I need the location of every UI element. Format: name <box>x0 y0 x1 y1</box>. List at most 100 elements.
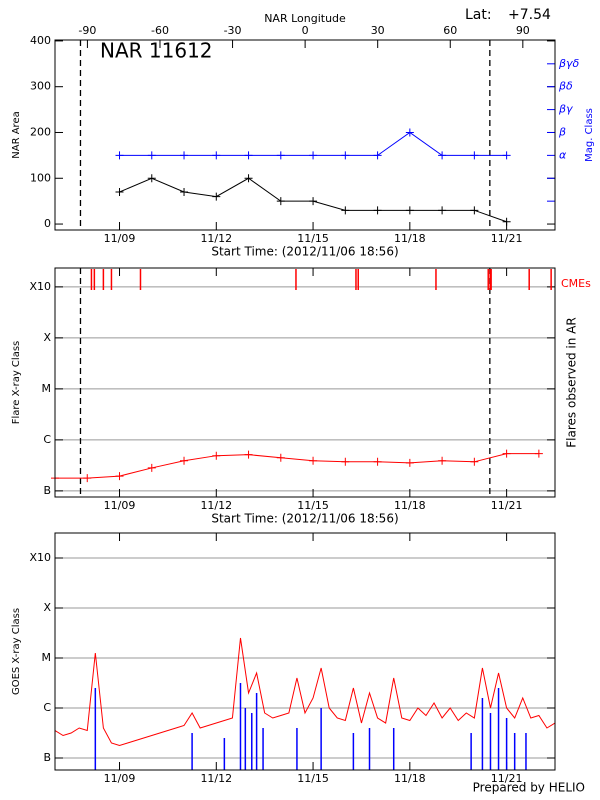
x-tick-label: 11/09 <box>104 232 136 245</box>
point-marker <box>534 449 543 458</box>
top-tick-label: 60 <box>443 24 457 37</box>
point-marker <box>244 450 253 459</box>
x-tick-label: 11/21 <box>491 772 523 785</box>
plot-frame <box>54 39 556 231</box>
top-tick-label: 90 <box>516 24 530 37</box>
x-tick-label: 11/18 <box>394 232 426 245</box>
y-tick-label: 200 <box>30 125 51 138</box>
x-tick-label: 11/12 <box>200 772 232 785</box>
point-marker <box>373 457 382 466</box>
y-tick-label: C <box>43 701 51 714</box>
lat-label: Lat: <box>465 7 492 23</box>
point-marker <box>212 451 221 460</box>
plot-frame <box>54 267 556 498</box>
point-marker <box>244 151 253 160</box>
y-tick-label: X10 <box>29 551 51 564</box>
x-tick-label: 11/21 <box>491 499 523 512</box>
point-marker <box>502 449 511 458</box>
point-marker <box>405 206 414 215</box>
point-marker <box>147 174 156 183</box>
y-tick-label: M <box>42 382 52 395</box>
point-marker <box>438 206 447 215</box>
point-marker <box>180 188 189 196</box>
point-marker <box>212 151 221 160</box>
cme-label: CMEs <box>561 277 591 290</box>
y-axis-label: Flare X-ray Class <box>11 341 22 425</box>
y-tick-label: B <box>43 484 51 497</box>
y-tick-label: M <box>42 651 52 664</box>
point-marker <box>276 197 285 206</box>
point-marker <box>373 206 382 215</box>
point-marker <box>438 151 447 160</box>
point-marker <box>470 457 479 466</box>
point-marker <box>341 206 350 215</box>
point-marker <box>115 151 124 160</box>
point-marker <box>115 188 124 196</box>
y-tick-label: 100 <box>30 171 51 184</box>
point-marker <box>405 128 414 137</box>
x-tick-label: 11/09 <box>104 772 136 785</box>
x-tick-label: 11/15 <box>297 232 329 245</box>
point-marker <box>244 174 253 183</box>
y-tick-label: C <box>43 433 51 446</box>
credit: Prepared by HELIO <box>473 781 585 795</box>
point-marker <box>438 456 447 465</box>
point-marker <box>180 151 189 160</box>
top-axis-label: NAR Longitude <box>264 12 346 25</box>
y2-tick-label: βγδ <box>558 57 580 70</box>
y-tick-label: 0 <box>44 217 51 230</box>
x-axis-label: Start Time: (2012/11/06 18:56) <box>211 512 398 526</box>
y2-tick-label: βγ <box>558 103 573 116</box>
x-tick-label: 11/09 <box>104 499 136 512</box>
y-tick-label: X10 <box>29 280 51 293</box>
series-line <box>55 453 539 479</box>
point-marker <box>180 456 189 465</box>
point-marker <box>341 457 350 466</box>
point-marker <box>405 458 414 467</box>
point-marker <box>276 453 285 462</box>
panel-title: NAR 11612 <box>100 39 213 63</box>
x-tick-label: 11/18 <box>394 772 426 785</box>
point-marker <box>309 456 318 465</box>
plot-frame <box>54 532 556 771</box>
y-tick-label: 400 <box>30 34 51 47</box>
top-tick-label: -30 <box>224 24 242 37</box>
x-tick-label: 11/15 <box>297 499 329 512</box>
x-tick-label: 11/18 <box>394 499 426 512</box>
point-marker <box>341 151 350 160</box>
y2-tick-label: βδ <box>558 80 573 93</box>
top-tick-label: -60 <box>151 24 169 37</box>
y2-tick-label: α <box>559 148 567 161</box>
y-tick-label: 300 <box>30 80 51 93</box>
y-axis-label: NAR Area <box>11 111 22 158</box>
point-marker <box>147 151 156 160</box>
point-marker <box>115 472 124 481</box>
x-tick-label: 11/12 <box>200 499 232 512</box>
y2-axis-label: Flares observed in AR <box>565 317 579 447</box>
top-tick-label: -90 <box>78 24 96 37</box>
point-marker <box>502 151 511 160</box>
lat-value: +7.54 <box>508 7 551 23</box>
y-tick-label: B <box>43 751 51 764</box>
point-marker <box>147 463 156 472</box>
top-tick-label: 30 <box>371 24 385 37</box>
point-marker <box>470 206 479 215</box>
y-tick-label: X <box>43 601 51 614</box>
point-marker <box>83 474 92 483</box>
top-tick-label: 0 <box>302 24 309 37</box>
x-tick-label: 11/21 <box>491 232 523 245</box>
point-marker <box>309 151 318 160</box>
point-marker <box>373 151 382 160</box>
x-tick-label: 11/12 <box>200 232 232 245</box>
y-axis-label: GOES X-ray Class <box>11 608 22 695</box>
y-tick-label: X <box>43 331 51 344</box>
point-marker <box>276 151 285 160</box>
point-marker <box>309 197 318 206</box>
point-marker <box>502 217 511 226</box>
point-marker <box>212 192 221 201</box>
point-marker <box>470 151 479 160</box>
y2-axis-label: Mag. Class <box>584 108 595 162</box>
x-axis-label: Start Time: (2012/11/06 18:56) <box>211 245 398 259</box>
